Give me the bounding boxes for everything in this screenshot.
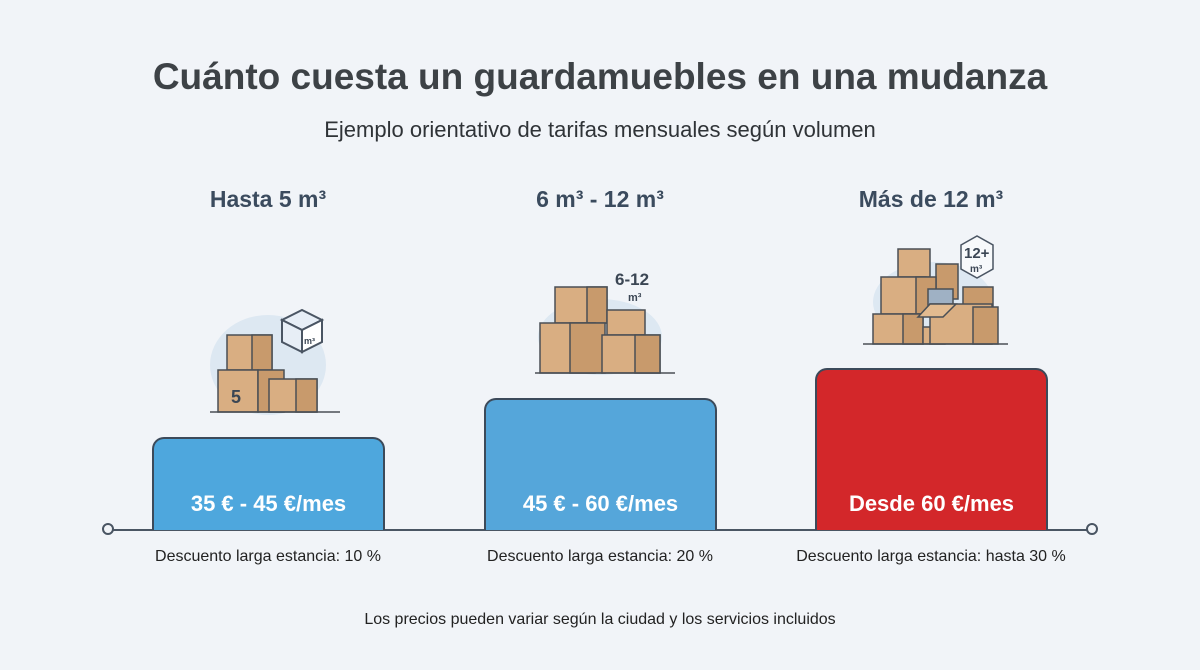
tier-2-heading: 6 m³ - 12 m³ — [536, 186, 664, 212]
page-title: Cuánto cuesta un guardamuebles en una mu… — [152, 56, 1048, 97]
tier-1-price: 35 € - 45 €/mes — [190, 491, 347, 516]
tier-3-heading: Más de 12 m³ — [858, 186, 1004, 212]
volume-number: 5 — [231, 387, 241, 407]
tier-3-bar: Desde 60 €/mes — [815, 368, 1048, 530]
volume-badge: 6-12 — [615, 270, 649, 289]
cube-label: m³ — [304, 336, 315, 346]
medium-boxes-icon: 6-12 m³ — [535, 270, 675, 375]
baseline-left-end — [102, 523, 114, 535]
volume-badge: 12+ — [964, 245, 990, 262]
tier-2-discount: Descuento larga estancia: 20 % — [487, 548, 713, 565]
volume-badge-unit: m³ — [628, 292, 642, 304]
footer-note: Los precios pueden variar según la ciuda… — [364, 611, 836, 628]
tier-1-discount: Descuento larga estancia: 10 % — [155, 548, 381, 565]
tier-3-price: Desde 60 €/mes — [848, 491, 1015, 516]
large-boxes-icon: 12+ m³ — [863, 235, 1008, 345]
baseline-right-end — [1086, 523, 1098, 535]
small-boxes-icon: 5 m³ — [210, 308, 340, 415]
tier-3-discount: Descuento larga estancia: hasta 30 % — [796, 548, 1066, 565]
page-subtitle: Ejemplo orientativo de tarifas mensuales… — [324, 117, 876, 142]
tier-2-price: 45 € - 60 €/mes — [522, 491, 679, 516]
tier-2-bar: 45 € - 60 €/mes — [484, 398, 717, 530]
tier-1-bar: 35 € - 45 €/mes — [152, 437, 385, 530]
tier-1-heading: Hasta 5 m³ — [209, 186, 327, 212]
baseline — [112, 529, 1088, 531]
volume-badge-unit: m³ — [970, 264, 983, 275]
